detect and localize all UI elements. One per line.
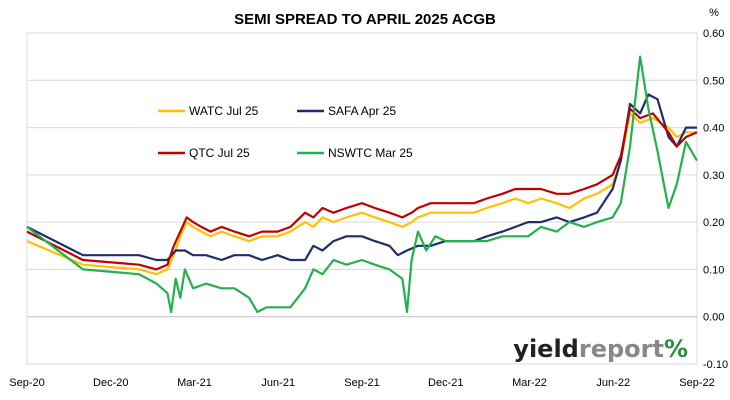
y-unit-label: % xyxy=(709,7,719,19)
legend-label: WATC Jul 25 xyxy=(189,104,259,118)
y-tick-label: -0.10 xyxy=(703,359,728,371)
series-line-qtc-jul-25 xyxy=(26,107,698,271)
y-axis-ticks: -0.10 0.00 0.10 0.20 0.30 0.40 0.50 0.60 xyxy=(703,28,728,371)
legend-label: SAFA Apr 25 xyxy=(328,104,396,118)
x-tick-label: Jun-22 xyxy=(596,377,630,389)
y-tick-label: 0.10 xyxy=(703,264,724,276)
x-axis-ticks: Sep-20 Dec-20 Mar-21 Jun-21 Sep-21 Dec-21 Mar-… xyxy=(9,377,714,389)
legend-label: QTC Jul 25 xyxy=(189,146,250,160)
x-tick-label: Sep-20 xyxy=(9,377,44,389)
y-tick-label: 0.60 xyxy=(703,28,724,40)
logo-text-light: report xyxy=(579,335,664,363)
chart-title: SEMI SPREAD TO APRIL 2025 ACGB xyxy=(234,11,496,28)
series-line-safa-apr-25 xyxy=(26,93,697,262)
x-tick-label: Jun-21 xyxy=(261,377,295,389)
y-tick-label: 0.50 xyxy=(703,75,724,87)
x-tick-label: Sep-22 xyxy=(679,377,714,389)
gridlines xyxy=(26,32,698,365)
logo-text-dark: yield xyxy=(513,335,579,363)
logo-percent-symbol: % xyxy=(664,335,688,363)
legend: WATC Jul 25 SAFA Apr 25 QTC Jul 25 NSWTC Ma… xyxy=(158,104,413,160)
series-line-watc-jul-25 xyxy=(26,112,697,276)
y-tick-label: 0.20 xyxy=(703,217,724,229)
x-tick-label: Mar-22 xyxy=(512,377,547,389)
x-tick-label: Dec-20 xyxy=(93,377,128,389)
x-tick-label: Sep-21 xyxy=(344,377,379,389)
y-tick-label: 0.00 xyxy=(703,312,724,324)
x-tick-label: Dec-21 xyxy=(428,377,463,389)
yieldreport-logo: yieldreport% xyxy=(513,335,688,363)
series-line-nswtc-mar-25 xyxy=(26,55,698,314)
legend-label: NSWTC Mar 25 xyxy=(328,146,413,160)
y-tick-label: 0.30 xyxy=(703,170,724,182)
series-lines xyxy=(26,55,698,314)
x-tick-label: Mar-21 xyxy=(177,377,212,389)
y-tick-label: 0.40 xyxy=(703,123,724,135)
plot-border xyxy=(26,32,698,365)
